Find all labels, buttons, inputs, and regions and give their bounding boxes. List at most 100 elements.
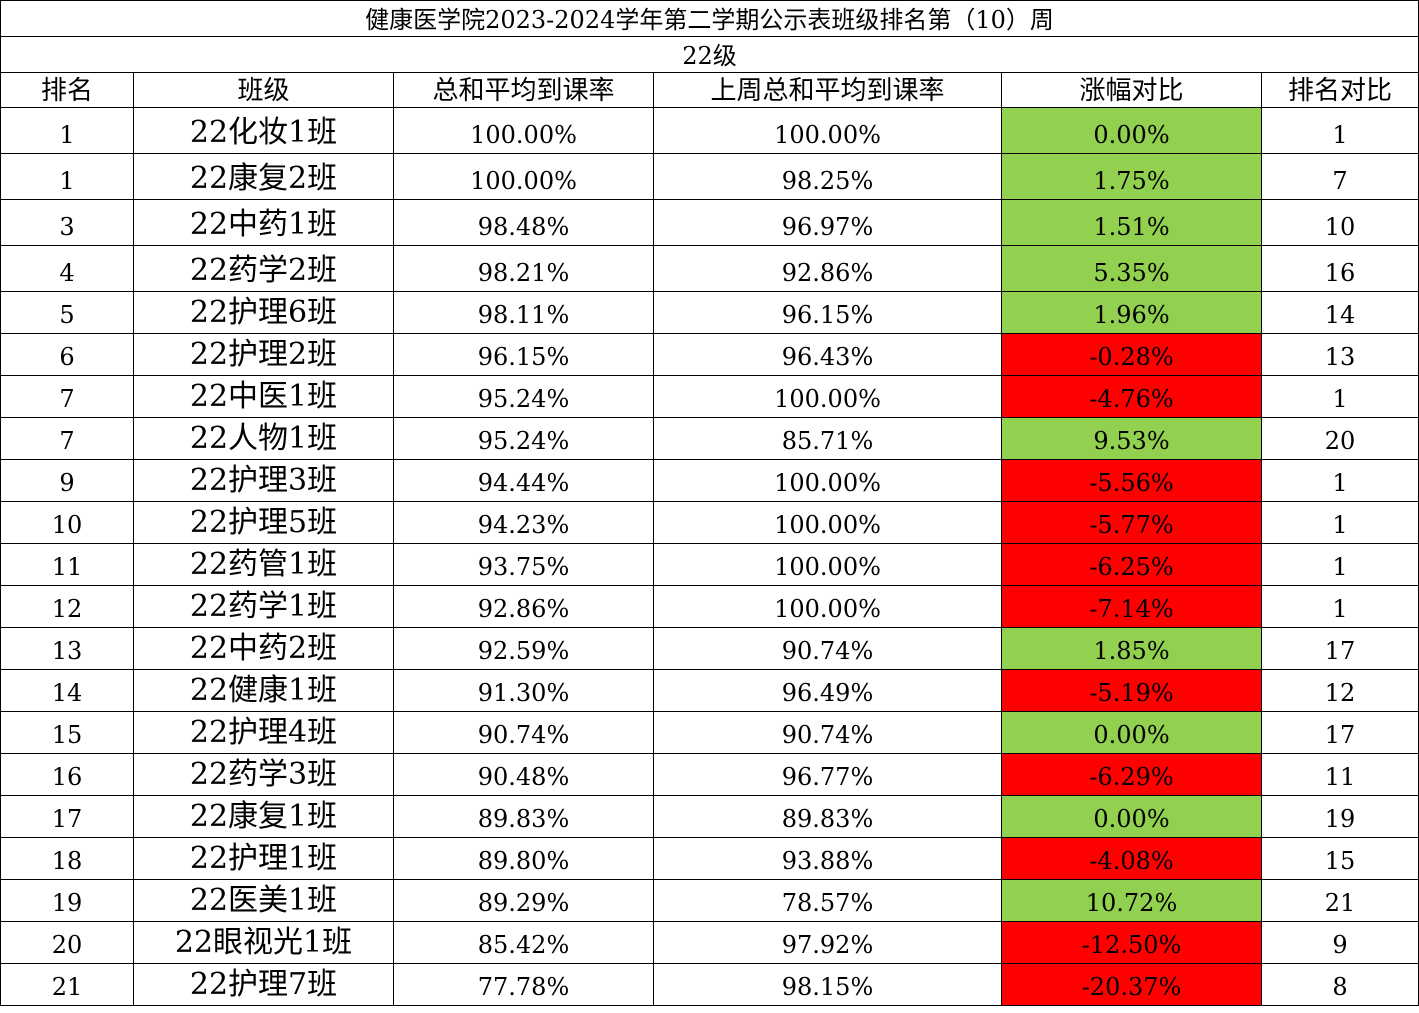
avg-attendance-cell: 92.86% <box>393 585 654 628</box>
rank-cell: 1 <box>0 107 134 154</box>
rank-cell: 10 <box>0 501 134 544</box>
class-cell: 22护理2班 <box>133 333 394 376</box>
table-row: 18 22护理1班 89.80% 93.88% -4.08% 15 <box>0 837 1419 880</box>
avg-attendance-cell: 100.00% <box>393 153 654 200</box>
class-cell: 22康复2班 <box>133 153 394 200</box>
prev-rank-cell: 1 <box>1261 585 1419 628</box>
class-cell: 22护理7班 <box>133 963 394 1006</box>
rank-cell: 19 <box>0 879 134 922</box>
rank-cell: 7 <box>0 417 134 460</box>
avg-attendance-cell: 98.48% <box>393 199 654 246</box>
class-cell: 22化妆1班 <box>133 107 394 154</box>
class-cell: 22人物1班 <box>133 417 394 460</box>
avg-attendance-cell: 98.11% <box>393 291 654 334</box>
rank-cell: 14 <box>0 669 134 712</box>
change-cell: -5.56% <box>1001 459 1262 502</box>
last-week-avg-cell: 100.00% <box>653 501 1002 544</box>
change-cell: -5.77% <box>1001 501 1262 544</box>
table-row: 17 22康复1班 89.83% 89.83% 0.00% 19 <box>0 795 1419 838</box>
rank-cell: 4 <box>0 245 134 292</box>
rank-cell: 13 <box>0 627 134 670</box>
grade-row: 22级 <box>0 36 1419 73</box>
rank-cell: 7 <box>0 375 134 418</box>
class-cell: 22药管1班 <box>133 543 394 586</box>
change-cell: -6.29% <box>1001 753 1262 796</box>
last-week-avg-cell: 93.88% <box>653 837 1002 880</box>
table-row: 21 22护理7班 77.78% 98.15% -20.37% 8 <box>0 963 1419 1006</box>
last-week-avg-cell: 78.57% <box>653 879 1002 922</box>
avg-attendance-cell: 89.29% <box>393 879 654 922</box>
change-cell: 0.00% <box>1001 107 1262 154</box>
prev-rank-cell: 14 <box>1261 291 1419 334</box>
table-row: 7 22中医1班 95.24% 100.00% -4.76% 1 <box>0 375 1419 418</box>
last-week-avg-cell: 100.00% <box>653 107 1002 154</box>
avg-attendance-cell: 94.44% <box>393 459 654 502</box>
prev-rank-cell: 20 <box>1261 417 1419 460</box>
class-cell: 22护理3班 <box>133 459 394 502</box>
class-cell: 22中医1班 <box>133 375 394 418</box>
change-cell: 10.72% <box>1001 879 1262 922</box>
class-cell: 22康复1班 <box>133 795 394 838</box>
class-cell: 22药学2班 <box>133 245 394 292</box>
change-cell: -20.37% <box>1001 963 1262 1006</box>
prev-rank-cell: 17 <box>1261 627 1419 670</box>
header-class: 班级 <box>133 72 394 108</box>
prev-rank-cell: 1 <box>1261 107 1419 154</box>
table-row: 20 22眼视光1班 85.42% 97.92% -12.50% 9 <box>0 921 1419 964</box>
change-cell: 9.53% <box>1001 417 1262 460</box>
rank-cell: 15 <box>0 711 134 754</box>
avg-attendance-cell: 89.83% <box>393 795 654 838</box>
avg-attendance-cell: 90.48% <box>393 753 654 796</box>
change-cell: 0.00% <box>1001 795 1262 838</box>
avg-attendance-cell: 95.24% <box>393 375 654 418</box>
prev-rank-cell: 21 <box>1261 879 1419 922</box>
change-cell: -6.25% <box>1001 543 1262 586</box>
table-row: 12 22药学1班 92.86% 100.00% -7.14% 1 <box>0 585 1419 628</box>
table-row: 1 22康复2班 100.00% 98.25% 1.75% 7 <box>0 153 1419 200</box>
grade-label: 22级 <box>0 36 1419 73</box>
last-week-avg-cell: 97.92% <box>653 921 1002 964</box>
change-cell: -5.19% <box>1001 669 1262 712</box>
rank-cell: 11 <box>0 543 134 586</box>
last-week-avg-cell: 100.00% <box>653 585 1002 628</box>
prev-rank-cell: 15 <box>1261 837 1419 880</box>
class-cell: 22护理4班 <box>133 711 394 754</box>
table-row: 16 22药学3班 90.48% 96.77% -6.29% 11 <box>0 753 1419 796</box>
class-cell: 22中药2班 <box>133 627 394 670</box>
prev-rank-cell: 1 <box>1261 375 1419 418</box>
last-week-avg-cell: 89.83% <box>653 795 1002 838</box>
prev-rank-cell: 1 <box>1261 459 1419 502</box>
class-cell: 22眼视光1班 <box>133 921 394 964</box>
class-cell: 22药学1班 <box>133 585 394 628</box>
last-week-avg-cell: 100.00% <box>653 459 1002 502</box>
rank-cell: 9 <box>0 459 134 502</box>
table-title: 健康医学院2023-2024学年第二学期公示表班级排名第（10）周 <box>0 0 1419 37</box>
header-last-week-avg: 上周总和平均到课率 <box>653 72 1002 108</box>
change-cell: 0.00% <box>1001 711 1262 754</box>
avg-attendance-cell: 91.30% <box>393 669 654 712</box>
rank-cell: 21 <box>0 963 134 1006</box>
rank-cell: 20 <box>0 921 134 964</box>
rank-cell: 17 <box>0 795 134 838</box>
last-week-avg-cell: 96.97% <box>653 199 1002 246</box>
prev-rank-cell: 12 <box>1261 669 1419 712</box>
last-week-avg-cell: 90.74% <box>653 627 1002 670</box>
change-cell: 5.35% <box>1001 245 1262 292</box>
header-rank: 排名 <box>0 72 134 108</box>
avg-attendance-cell: 94.23% <box>393 501 654 544</box>
class-cell: 22中药1班 <box>133 199 394 246</box>
title-row: 健康医学院2023-2024学年第二学期公示表班级排名第（10）周 <box>0 0 1419 37</box>
prev-rank-cell: 8 <box>1261 963 1419 1006</box>
class-cell: 22健康1班 <box>133 669 394 712</box>
class-cell: 22护理5班 <box>133 501 394 544</box>
avg-attendance-cell: 85.42% <box>393 921 654 964</box>
rank-cell: 3 <box>0 199 134 246</box>
change-cell: -7.14% <box>1001 585 1262 628</box>
rank-cell: 12 <box>0 585 134 628</box>
table-row: 4 22药学2班 98.21% 92.86% 5.35% 16 <box>0 245 1419 292</box>
table-row: 10 22护理5班 94.23% 100.00% -5.77% 1 <box>0 501 1419 544</box>
table-row: 9 22护理3班 94.44% 100.00% -5.56% 1 <box>0 459 1419 502</box>
header-row: 排名 班级 总和平均到课率 上周总和平均到课率 涨幅对比 排名对比 <box>0 72 1419 108</box>
last-week-avg-cell: 100.00% <box>653 375 1002 418</box>
